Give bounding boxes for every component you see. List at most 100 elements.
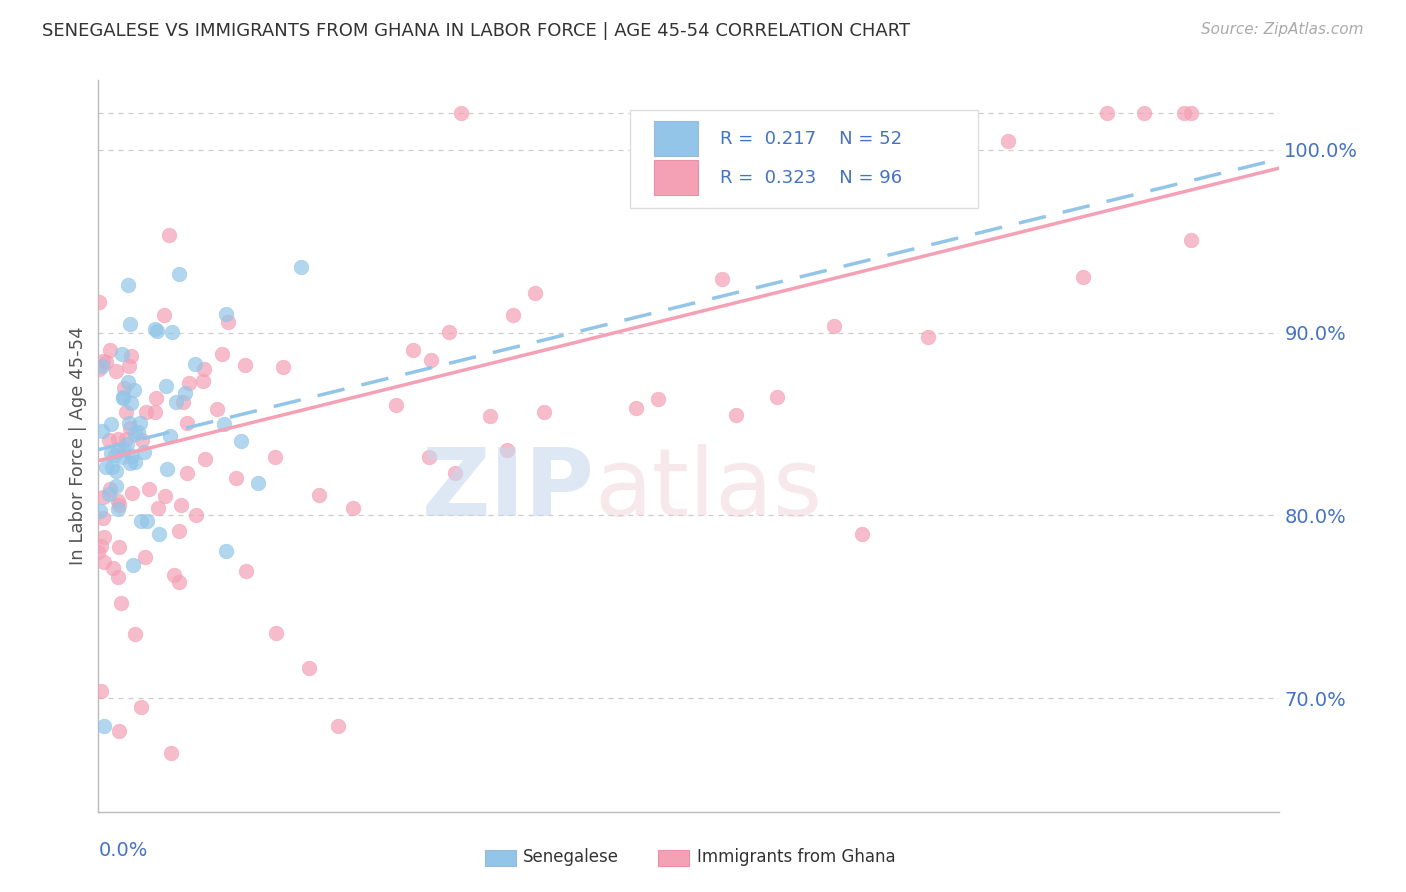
Point xyxy=(169,498,191,512)
Point xyxy=(100,417,122,431)
Point xyxy=(120,396,142,410)
Point xyxy=(87,362,110,376)
Point xyxy=(308,488,330,502)
Point xyxy=(479,409,502,423)
Point xyxy=(1180,233,1202,247)
Point xyxy=(114,405,136,419)
Point xyxy=(132,445,155,459)
Point xyxy=(98,483,121,497)
Point xyxy=(108,540,131,554)
Point xyxy=(120,317,142,331)
Point xyxy=(725,408,748,422)
Point xyxy=(444,466,467,480)
Point xyxy=(229,434,252,449)
Point xyxy=(121,449,143,463)
Point xyxy=(110,347,132,361)
Point xyxy=(107,502,129,516)
Point xyxy=(264,450,287,464)
Point xyxy=(205,402,228,417)
Point xyxy=(159,429,181,443)
Point xyxy=(420,352,443,367)
Point xyxy=(193,362,215,376)
Point xyxy=(117,278,139,293)
Point xyxy=(174,386,197,401)
Point xyxy=(105,464,128,478)
Point xyxy=(117,375,139,389)
Point xyxy=(98,343,121,358)
Point xyxy=(135,404,157,418)
Point xyxy=(160,325,183,339)
Point xyxy=(107,493,129,508)
Text: Senegalese: Senegalese xyxy=(523,848,619,866)
Point xyxy=(91,490,114,504)
Point xyxy=(176,416,198,430)
Point xyxy=(163,568,186,582)
Point xyxy=(1132,106,1154,120)
Point xyxy=(103,560,125,574)
Point xyxy=(115,436,138,450)
FancyBboxPatch shape xyxy=(654,121,699,156)
Point xyxy=(124,426,146,441)
Point xyxy=(129,700,152,714)
Point xyxy=(225,470,247,484)
Point xyxy=(217,316,239,330)
Point xyxy=(246,476,269,491)
Point xyxy=(98,487,121,501)
Point xyxy=(128,416,150,430)
Point xyxy=(93,719,115,733)
Point xyxy=(402,343,425,357)
Point xyxy=(145,391,167,405)
Point xyxy=(172,395,194,409)
Point xyxy=(118,417,141,431)
Point xyxy=(108,724,131,739)
Point xyxy=(495,442,517,457)
Point xyxy=(100,446,122,460)
Point xyxy=(342,500,364,515)
Point xyxy=(997,135,1019,149)
Text: 0.0%: 0.0% xyxy=(98,841,148,860)
Point xyxy=(91,353,114,368)
Point xyxy=(124,627,146,641)
Point xyxy=(1071,270,1094,285)
Point xyxy=(326,719,349,733)
Point xyxy=(118,359,141,374)
Point xyxy=(121,349,143,363)
Point xyxy=(112,381,135,395)
Text: Source: ZipAtlas.com: Source: ZipAtlas.com xyxy=(1201,22,1364,37)
Point xyxy=(233,358,256,372)
Point xyxy=(115,432,138,446)
Point xyxy=(87,295,110,310)
Point xyxy=(110,596,132,610)
Point xyxy=(194,451,217,466)
Point xyxy=(104,479,127,493)
Point xyxy=(502,308,524,322)
Point xyxy=(156,462,179,476)
Point xyxy=(120,456,142,470)
Text: Immigrants from Ghana: Immigrants from Ghana xyxy=(697,848,896,866)
Point xyxy=(1180,106,1202,120)
Point xyxy=(112,450,135,464)
Point xyxy=(146,501,169,516)
Point xyxy=(298,661,321,675)
Point xyxy=(235,564,257,578)
Point xyxy=(290,260,312,274)
Point xyxy=(214,417,236,431)
Point xyxy=(112,442,135,457)
Point xyxy=(121,485,143,500)
Point xyxy=(160,746,183,760)
Point xyxy=(136,514,159,528)
Point xyxy=(107,570,129,584)
Point xyxy=(624,401,647,415)
Point xyxy=(710,272,733,286)
Point xyxy=(143,405,166,419)
Point xyxy=(87,545,110,559)
Point xyxy=(122,558,145,572)
Point xyxy=(450,106,472,120)
Point xyxy=(155,379,177,393)
Point xyxy=(153,489,176,503)
Point xyxy=(94,354,117,368)
Point xyxy=(143,322,166,336)
Text: R =  0.323    N = 96: R = 0.323 N = 96 xyxy=(720,169,901,186)
Point xyxy=(97,433,120,447)
Point xyxy=(176,467,198,481)
